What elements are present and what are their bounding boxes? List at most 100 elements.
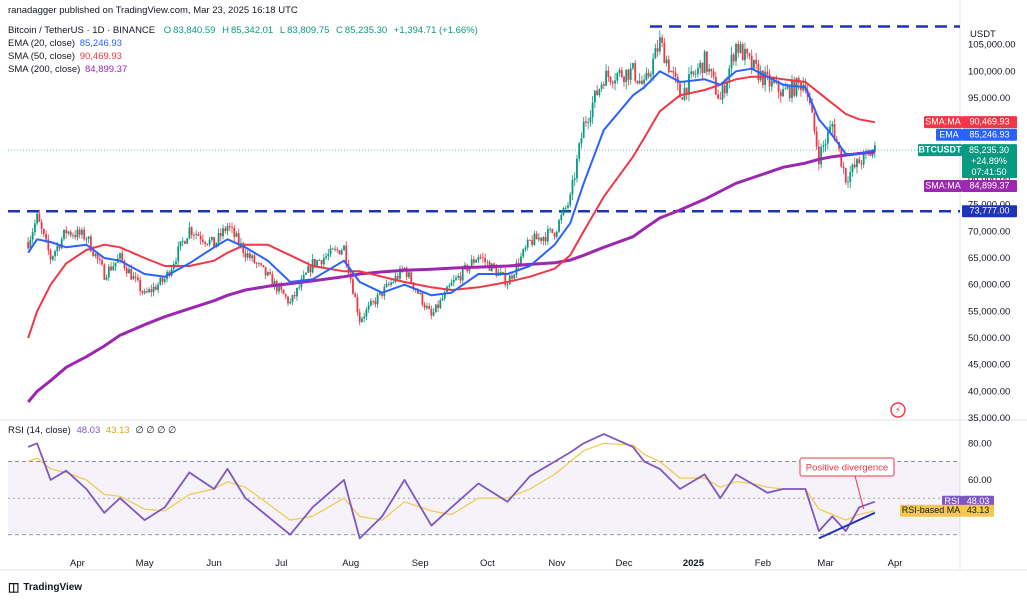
ohlc-close: 85,235.30 [344, 25, 388, 36]
candle-body [688, 74, 690, 95]
candle-body [750, 55, 753, 69]
rsi-ma-tag-value-bg [962, 504, 994, 517]
rsi-legend-label: RSI (14, close) [8, 425, 71, 436]
candle-body [768, 74, 771, 87]
tradingview-brand[interactable]: ◫ TradingView [8, 580, 82, 594]
candle-body [242, 243, 245, 253]
candle-body [257, 263, 260, 265]
candle-body [661, 37, 663, 43]
candle-body [869, 152, 872, 156]
candle-body [195, 234, 198, 235]
ema-tag-name-bg [936, 128, 962, 141]
sma50-tag-name-text: SMA:MA [925, 117, 961, 127]
candle-body [219, 233, 222, 237]
candle-body [107, 266, 110, 278]
candle-body [396, 275, 399, 279]
candle-body [535, 233, 538, 240]
candle-body [551, 228, 554, 233]
candle-body [627, 69, 630, 80]
candle-body [103, 264, 106, 280]
candle-body [101, 260, 103, 265]
candle-body [289, 301, 292, 304]
sma50-line [27, 75, 876, 339]
candle-body [434, 304, 437, 313]
sma200-tag-name-bg [924, 180, 962, 192]
candle-body [222, 228, 224, 237]
candle-body [437, 304, 439, 309]
candle-body [703, 51, 706, 74]
candle-body [193, 234, 195, 236]
candle-body [197, 234, 200, 236]
candle-body [266, 272, 269, 276]
candle-body [663, 42, 666, 64]
rsi-ma-tag-name-bg [900, 504, 962, 517]
candle-body [150, 289, 153, 293]
candle-body [679, 83, 681, 98]
candle-body [753, 59, 755, 69]
legend-ema-label: EMA (20, close) [8, 38, 76, 49]
price-tick-label: 70,000.00 [968, 226, 1010, 237]
candle-body [732, 54, 735, 62]
candle-body [49, 250, 52, 260]
legend-sma50[interactable]: SMA (50, close) 90,469.93 [8, 51, 122, 63]
candle-body [352, 279, 354, 294]
candle-body [719, 98, 722, 100]
candle-body [591, 102, 594, 118]
candle-body [430, 308, 433, 316]
price-tick-label: 35,000.00 [968, 413, 1010, 424]
candle-body [506, 284, 509, 286]
candle-body [338, 250, 341, 255]
candle-body [145, 291, 148, 293]
candle-body [392, 281, 395, 283]
time-axis-label: Dec [616, 558, 633, 569]
candle-body [705, 51, 708, 72]
candle-body [179, 241, 182, 247]
candle-body [840, 148, 843, 167]
candle-body [831, 124, 834, 127]
candle-body [656, 48, 659, 52]
candle-body [544, 237, 547, 242]
candle-body [741, 44, 744, 61]
candle-body [47, 239, 50, 251]
candle-body [340, 250, 343, 255]
candle-body [372, 301, 375, 302]
candle-body [92, 251, 95, 256]
legend-sma200[interactable]: SMA (200, close) 84,899.37 [8, 64, 127, 76]
rsi-legend[interactable]: RSI (14, close) 48.03 43.13 ∅ ∅ ∅ ∅ [8, 425, 176, 436]
last-tag-value: 85,235.30 [969, 145, 1009, 155]
candle-body [237, 233, 240, 245]
candle-body [322, 258, 325, 265]
price-tick-label: 55,000.00 [968, 306, 1010, 317]
candle-body [587, 122, 590, 123]
candle-body [824, 143, 827, 146]
candle-body [746, 48, 749, 54]
candle-body [132, 276, 135, 280]
candle-body [504, 272, 507, 286]
candle-body [96, 253, 99, 259]
candle-body [443, 291, 446, 299]
last-tag-bg [962, 144, 1017, 179]
candle-body [694, 73, 697, 75]
candle-body [271, 274, 274, 287]
candle-body [361, 318, 363, 322]
ema-tag-value-text: 85,246.93 [969, 129, 1009, 139]
sma200-tag-value-bg [962, 180, 1017, 192]
candle-body [634, 63, 637, 81]
candle-body [287, 296, 289, 304]
candle-body [851, 164, 854, 173]
legend-ema[interactable]: EMA (20, close) 85,246.93 [8, 38, 122, 50]
price-tick-label: 80,000.00 [968, 173, 1010, 184]
candle-body [345, 245, 348, 264]
rsi-pane: Positive divergence [8, 433, 960, 540]
candle-body [564, 207, 567, 209]
candle-body [672, 71, 675, 73]
candle-body [681, 97, 684, 100]
candle-body [616, 73, 619, 81]
moving-averages [27, 67, 876, 403]
candle-body [605, 70, 607, 86]
candle-body [858, 159, 861, 164]
candle-body [842, 166, 845, 169]
candle-body [697, 68, 699, 74]
candle-body [764, 71, 767, 86]
